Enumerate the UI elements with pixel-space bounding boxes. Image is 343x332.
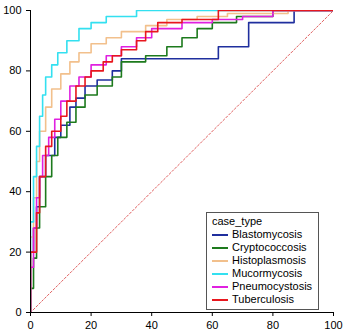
html-text:Mucormycosis: Mucormycosis: [232, 267, 303, 279]
svg-text:40: 40: [9, 185, 21, 197]
html-text:Pneumocystosis: Pneumocystosis: [232, 280, 313, 292]
svg-text:20: 20: [9, 246, 21, 258]
svg-text:0: 0: [27, 319, 33, 331]
html-text:Blastomycosis: Blastomycosis: [232, 228, 303, 240]
svg-text:40: 40: [146, 319, 158, 331]
svg-text:20: 20: [85, 319, 97, 331]
svg-text:0: 0: [15, 306, 21, 318]
svg-text:80: 80: [267, 319, 279, 331]
svg-text:100: 100: [324, 319, 342, 331]
html-text:case_type: case_type: [212, 215, 263, 227]
svg-text:100: 100: [3, 4, 21, 16]
html-text:Histoplasmosis: Histoplasmosis: [232, 254, 306, 266]
svg-text:60: 60: [206, 319, 218, 331]
html-text:Cryptococcosis: Cryptococcosis: [232, 241, 307, 253]
html-text:Tuberculosis: Tuberculosis: [232, 293, 294, 305]
svg-text:80: 80: [9, 64, 21, 76]
svg-text:60: 60: [9, 125, 21, 137]
